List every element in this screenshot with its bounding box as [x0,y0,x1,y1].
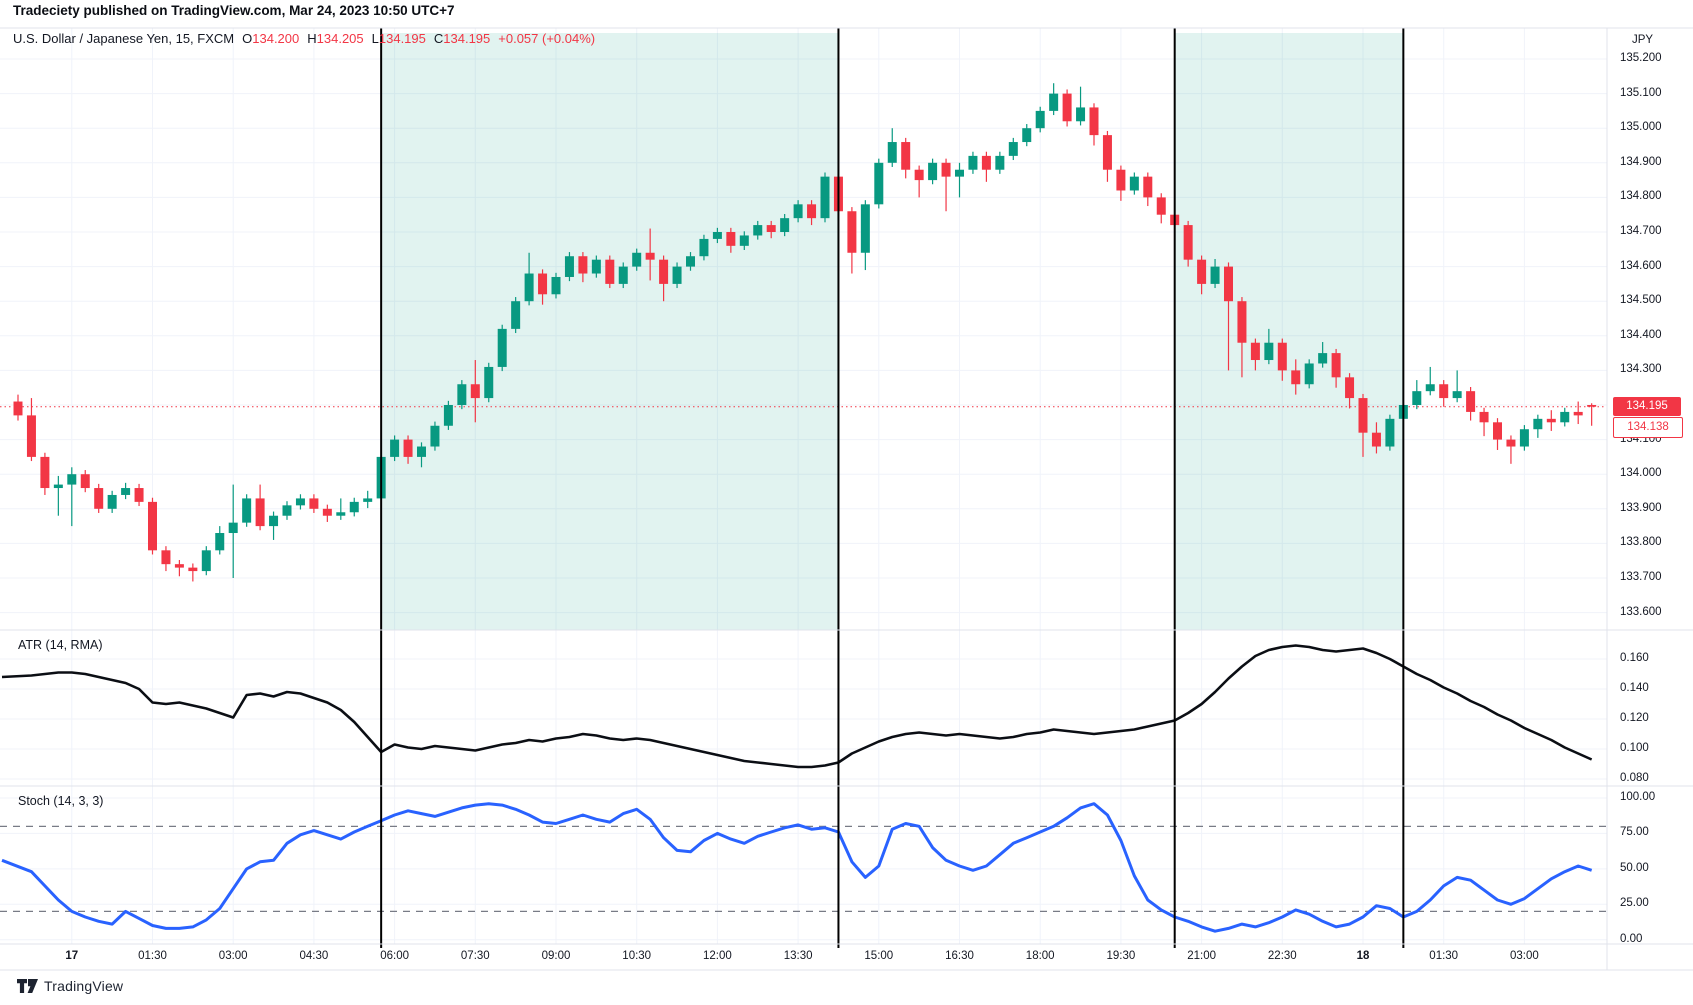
price-tick-label: 134.600 [1620,259,1662,272]
time-tick-label: 15:00 [864,950,894,962]
stoch-tick-label: 100.00 [1620,791,1656,803]
price-tick-label: 134.500 [1620,294,1662,307]
tradingview-logo[interactable]: TradingView [17,978,123,994]
time-tick-label: 13:30 [783,950,813,962]
time-tick-label: 03:00 [218,950,248,962]
time-tick-label: 19:30 [1106,950,1136,962]
currency-label: JPY [1632,34,1654,46]
price-tick-label: 134.700 [1620,225,1662,237]
candlestick-series [13,83,1597,582]
time-tick-label: 16:30 [945,950,974,962]
price-tick-label: 133.800 [1620,536,1662,549]
time-tick-label: 21:00 [1187,950,1216,962]
atr-tick-label: 0.080 [1620,772,1649,784]
atr-tick-label: 0.120 [1620,712,1649,724]
publish-watermark: Tradeciety published on TradingView.com,… [13,3,455,18]
prev-close-badge: 134.138 [1613,416,1683,438]
price-tick-label: 135.100 [1620,86,1662,99]
price-tick-label: 134.000 [1620,467,1662,480]
stoch-tick-label: 75.00 [1620,826,1649,839]
price-tick-label: 134.300 [1620,363,1662,376]
symbol-title[interactable]: U.S. Dollar / Japanese Yen, 15, FXCM [13,31,235,46]
time-tick-label: 09:00 [541,950,571,962]
time-tick-label: 03:00 [1510,950,1539,962]
ohlc-open: O134.200 [242,31,300,46]
tradingview-logo-icon [17,978,38,993]
stoch-tick-label: 25.00 [1620,897,1649,910]
last-price-badge: 134.195 [1613,397,1681,417]
time-tick-label: 06:00 [380,950,409,962]
stoch-pane-title[interactable]: Stoch (14, 3, 3) [18,794,104,808]
price-tick-label: 133.900 [1620,501,1662,514]
time-tick-label: 07:30 [460,950,490,962]
ohlc-high: H134.205 [307,31,364,46]
time-tick-label: 01:30 [138,950,167,962]
highlight-region [381,33,839,630]
price-tick-label: 133.700 [1620,571,1662,583]
price-tick-label: 134.400 [1620,328,1662,341]
price-tick-label: 135.000 [1620,121,1662,134]
time-tick-label: 18 [1356,950,1370,962]
time-tick-label: 22:30 [1267,950,1297,962]
tradingview-logo-text: TradingView [44,978,124,994]
price-tick-label: 135.200 [1620,52,1662,64]
ohlc-close: C134.195 [433,31,491,46]
atr-tick-label: 0.100 [1620,742,1649,754]
time-tick-label: 01:30 [1429,950,1459,962]
price-change: +0.057 (+0.04%) [498,31,596,46]
price-tick-label: 134.800 [1620,190,1662,203]
highlight-region [1174,33,1404,630]
stoch-tick-label: 0.00 [1620,932,1643,945]
price-tick-label: 134.900 [1620,155,1662,168]
price-tick-label: 133.600 [1620,605,1662,618]
time-tick-label: 18:00 [1025,950,1055,962]
stoch-tick-label: 50.00 [1620,861,1649,874]
symbol-legend[interactable]: U.S. Dollar / Japanese Yen, 15, FXCM O13… [13,31,595,46]
time-tick-label: 12:00 [703,950,732,962]
atr-pane-title[interactable]: ATR (14, RMA) [18,638,103,652]
atr-line [1,644,1593,769]
time-tick-label: 10:30 [622,950,652,962]
stoch-line [1,802,1593,933]
atr-tick-label: 0.160 [1620,652,1649,664]
time-tick-label: 04:30 [299,950,329,962]
atr-tick-label: 0.140 [1620,682,1649,694]
ohlc-low: L134.195 [371,31,426,46]
time-tick-label: 17 [65,950,79,962]
